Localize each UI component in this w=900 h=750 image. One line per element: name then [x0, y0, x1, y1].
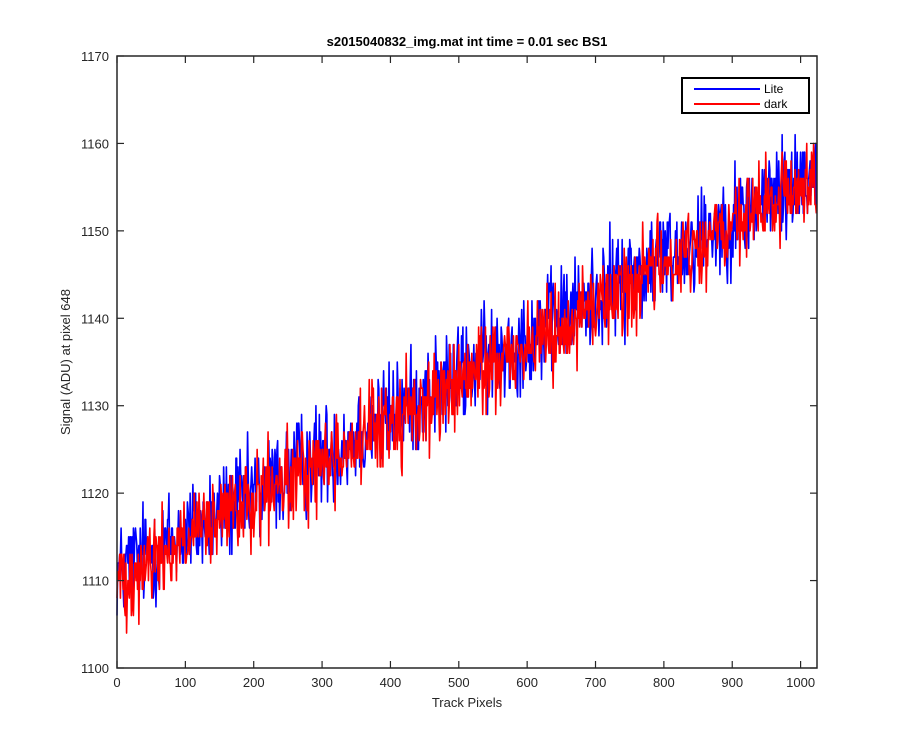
- legend-label-lite: Lite: [764, 82, 784, 96]
- x-tick-label: 100: [175, 675, 197, 690]
- y-tick-label: 1150: [81, 224, 109, 239]
- x-tick-label: 600: [516, 675, 538, 690]
- series-layer: [116, 133, 818, 634]
- x-tick-label: 1000: [786, 675, 815, 690]
- legend-box: [681, 77, 810, 114]
- x-tick-label: 200: [243, 675, 265, 690]
- y-tick-label: 1140: [81, 311, 109, 326]
- x-axis-label: Track Pixels: [432, 695, 503, 710]
- y-tick-label: 1100: [81, 661, 109, 676]
- legend-label-dark: dark: [764, 97, 788, 111]
- y-tick-label: 1160: [81, 136, 109, 151]
- x-tick-label: 800: [653, 675, 675, 690]
- series-line-dark: [116, 142, 818, 634]
- x-tick-label: 0: [113, 675, 120, 690]
- x-tick-label: 400: [380, 675, 402, 690]
- axes-box: [116, 55, 818, 669]
- chart-title: s2015040832_img.mat int time = 0.01 sec …: [327, 34, 608, 49]
- y-tick-label: 1130: [81, 399, 109, 414]
- x-tick-label: 300: [311, 675, 333, 690]
- y-tick-label: 1120: [81, 486, 109, 501]
- y-tick-label: 1170: [81, 49, 109, 64]
- x-tick-label: 900: [721, 675, 743, 690]
- y-tick-label: 1110: [82, 574, 109, 589]
- y-axis-label: Signal (ADU) at pixel 648: [58, 289, 73, 435]
- x-tick-label: 700: [585, 675, 607, 690]
- legend: Lite dark: [681, 77, 810, 114]
- axes-layer: 0 100 200 300 400 500 600 700 800 900 1000 1100 1110…: [81, 49, 818, 690]
- x-tick-label: 500: [448, 675, 470, 690]
